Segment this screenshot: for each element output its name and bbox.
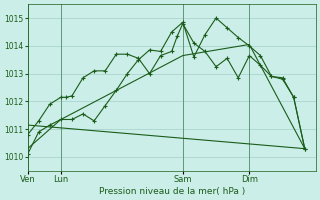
X-axis label: Pression niveau de la mer( hPa ): Pression niveau de la mer( hPa ) xyxy=(99,187,245,196)
